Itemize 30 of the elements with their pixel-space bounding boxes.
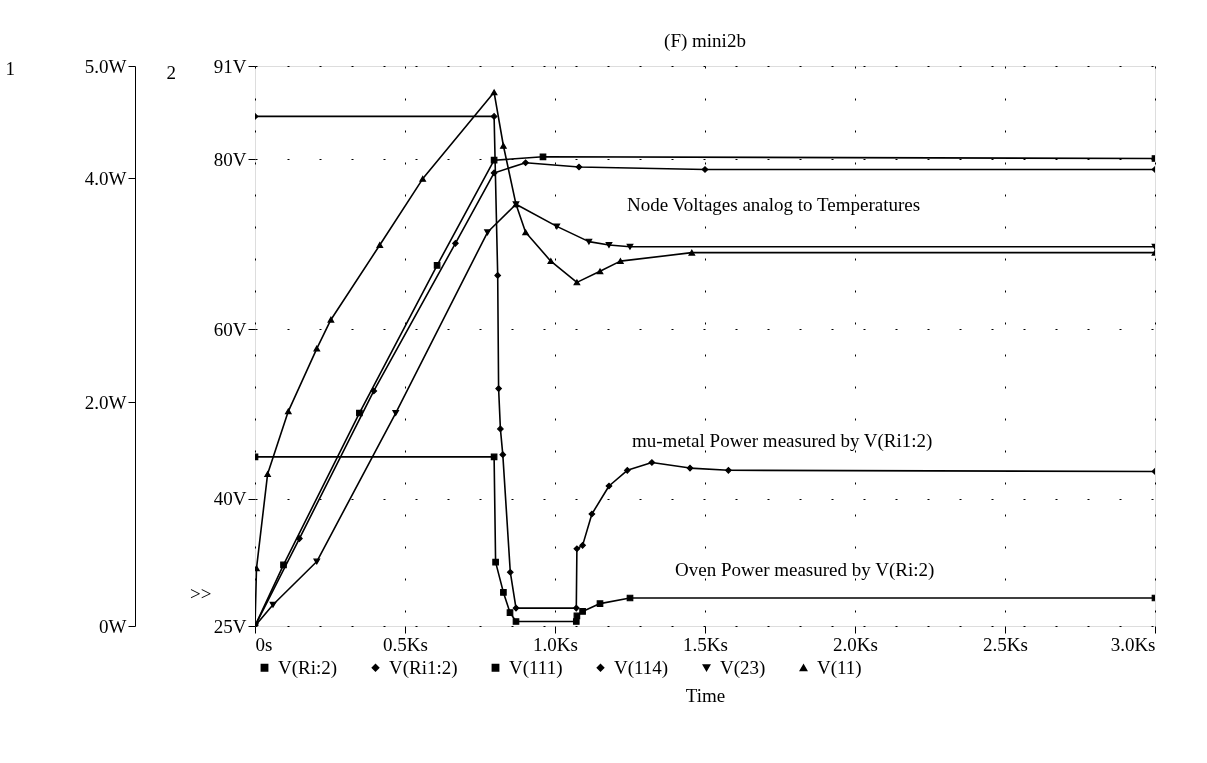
y2-tick-label: 40V	[213, 488, 247, 510]
legend-label: V(11)	[817, 656, 862, 679]
y-tick-label: 0W	[99, 615, 127, 637]
y2-tick-label: 91V	[213, 55, 247, 77]
y2-tick-label: 60V	[213, 318, 247, 340]
y-tick-label: 5.0W	[84, 55, 127, 77]
text: >>	[190, 583, 212, 604]
y-axis-title: 1	[5, 57, 15, 79]
x-tick-label: 2.0Ks	[833, 633, 878, 655]
legend-label: V(23)	[720, 656, 766, 679]
legend-label: V(111)	[509, 656, 563, 679]
chart-title: (F) mini2b	[664, 30, 746, 52]
y2-tick-label: 25V	[213, 615, 247, 637]
annotation: mu-metal Power measured by V(Ri1:2)	[632, 430, 933, 452]
legend-label: V(114)	[614, 656, 669, 679]
x-tick-label: 0s	[255, 633, 273, 655]
y-tick-label: 4.0W	[84, 167, 127, 189]
legend-label: V(Ri:2)	[278, 656, 338, 679]
annotation: Oven Power measured by V(Ri:2)	[675, 559, 935, 581]
y-tick-label: 2.0W	[84, 391, 127, 413]
y2-tick-label: 80V	[213, 148, 247, 170]
y2-axis-title: 2	[166, 61, 176, 83]
x-tick-label: 2.5Ks	[983, 633, 1028, 655]
x-axis-title: Time	[685, 684, 726, 706]
x-tick-label: 1.0Ks	[533, 633, 578, 655]
x-tick-label: 0.5Ks	[383, 633, 428, 655]
x-tick-label: 1.5Ks	[683, 633, 728, 655]
annotation: Node Voltages analog to Temperatures	[627, 194, 921, 215]
x-tick-label: 3.0Ks	[1110, 633, 1156, 655]
legend-label: V(Ri1:2)	[389, 656, 458, 679]
